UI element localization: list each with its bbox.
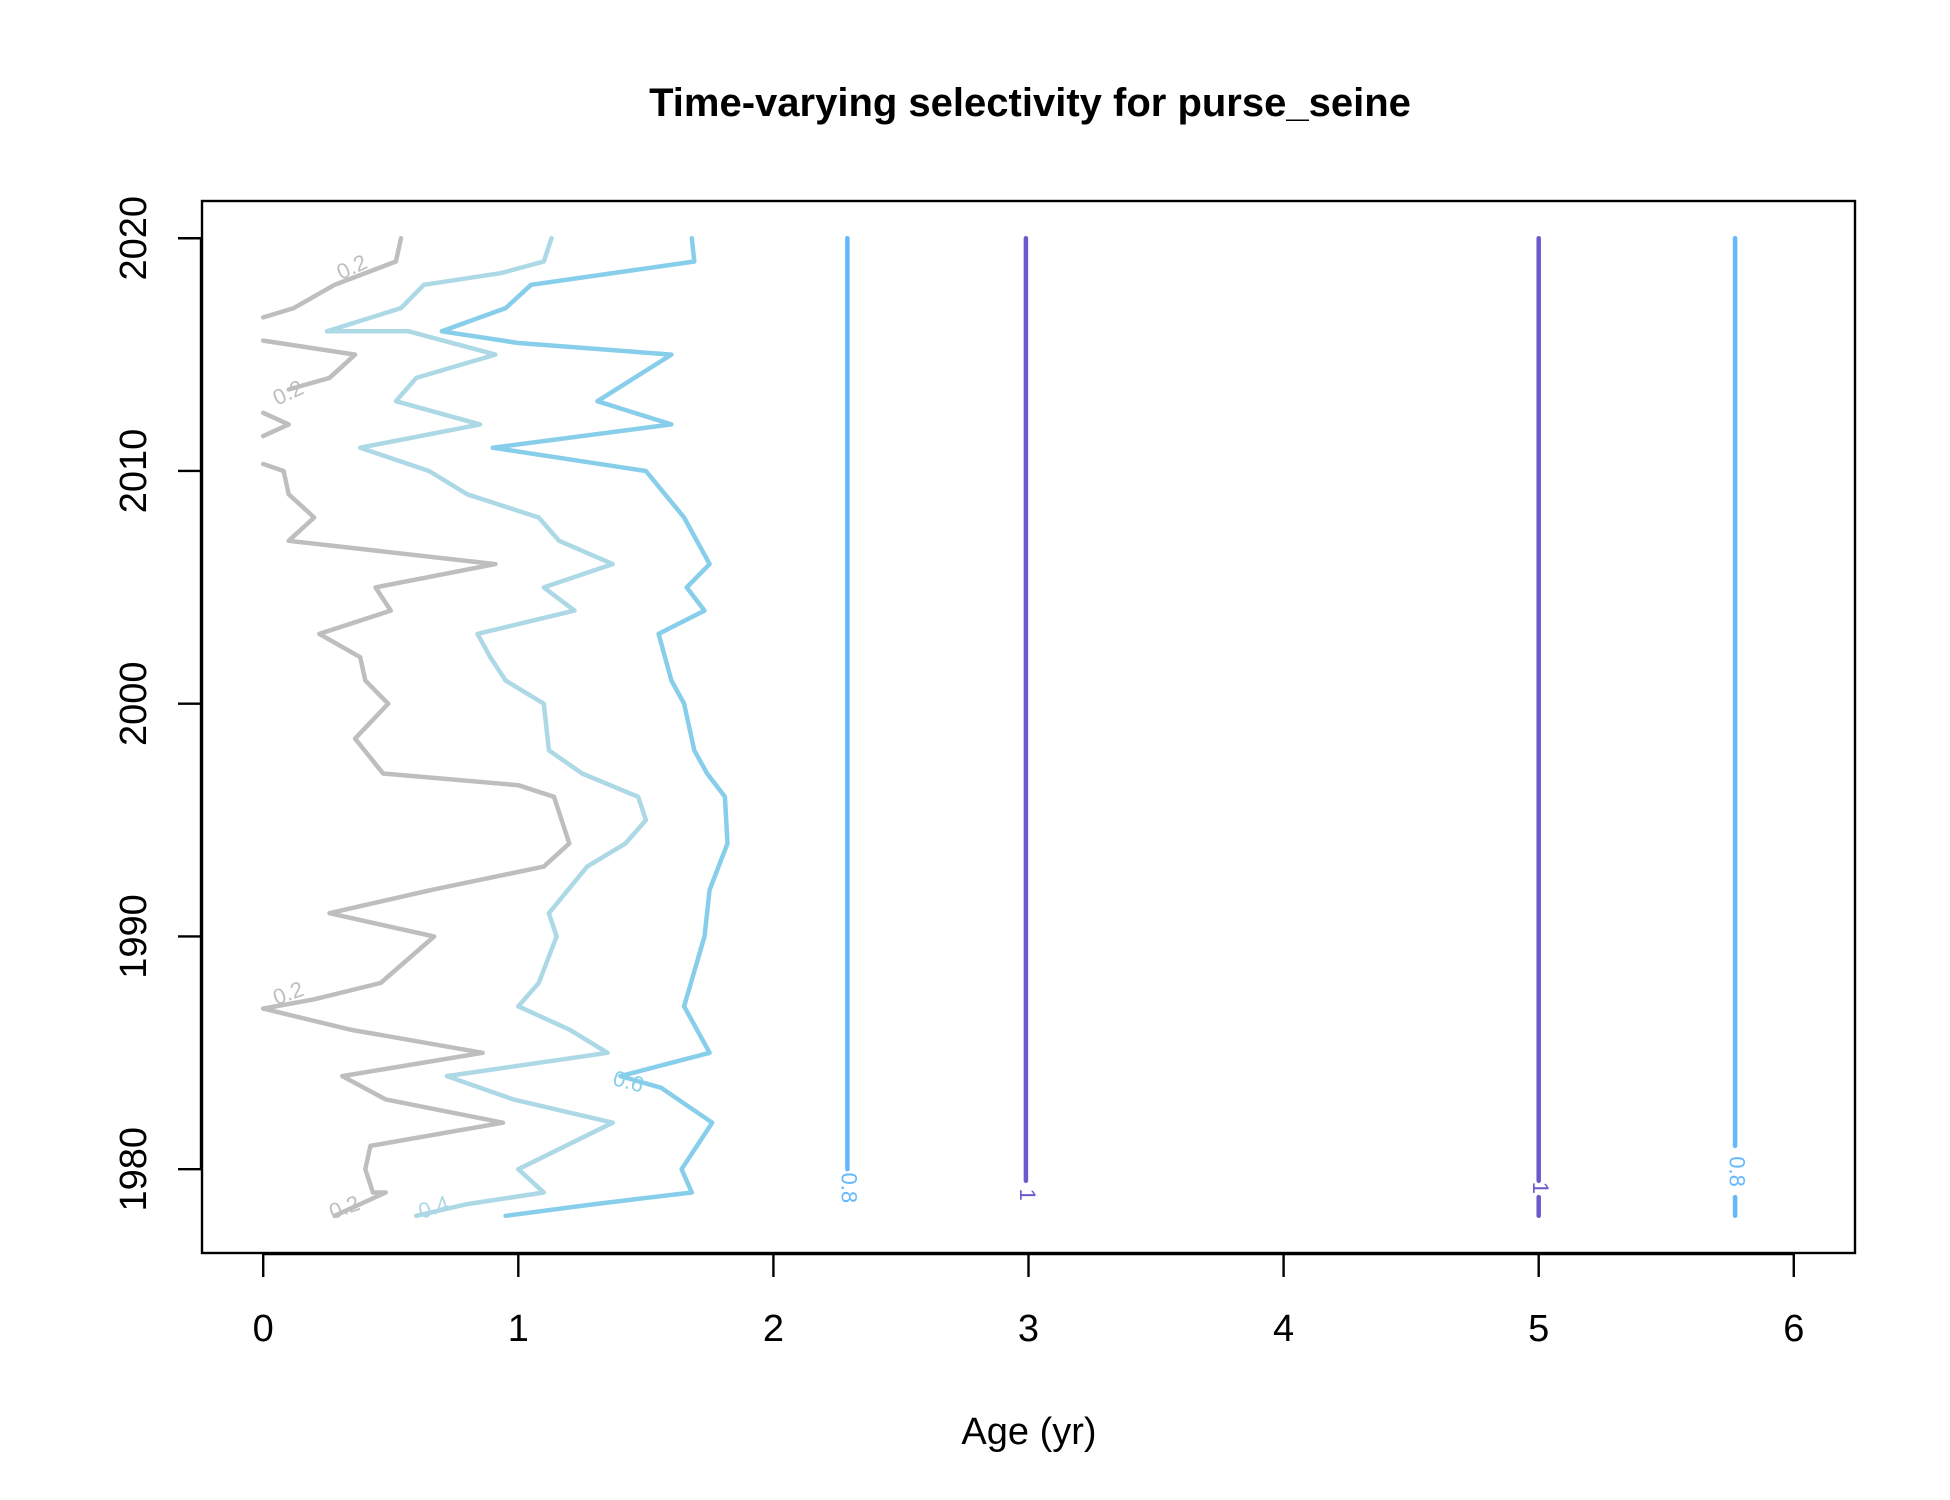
y-tick-label: 2010 — [113, 429, 155, 514]
y-tick-label: 1990 — [113, 894, 155, 979]
y-axis: 1980 1990 2000 2010 2020 — [113, 196, 203, 1212]
contour-line — [260, 338, 358, 392]
contour-label: 0.2 — [333, 249, 371, 285]
plot-frame — [200, 199, 1857, 1255]
contour-label: 1 — [1015, 1189, 1040, 1201]
y-tick-label: 2000 — [113, 661, 155, 746]
x-tick-label: 5 — [1528, 1308, 1549, 1350]
contour-line — [324, 235, 649, 1219]
x-tick-label: 2 — [763, 1308, 784, 1350]
contour-line — [260, 461, 572, 1011]
y-tick-label: 2020 — [113, 196, 155, 281]
x-tick-label: 6 — [1783, 1308, 1804, 1350]
x-tick-label: 1 — [508, 1308, 529, 1350]
x-tick-label: 4 — [1273, 1308, 1294, 1350]
contour-line — [260, 235, 404, 320]
x-tick-label: 0 — [253, 1308, 274, 1350]
contour-label: 0.4 — [415, 1191, 452, 1224]
contour-lines — [260, 235, 1738, 1219]
x-axis: 0 1 2 3 4 5 6 — [253, 1252, 1804, 1350]
contour-line — [260, 1006, 506, 1219]
chart-title: Time-varying selectivity for purse_seine — [649, 81, 1411, 125]
contour-label: 0.8 — [837, 1173, 862, 1204]
contour-labels: 0.20.20.20.2 0.40.60.8 110.8 — [269, 249, 1749, 1224]
x-axis-label: Age (yr) — [961, 1411, 1096, 1453]
contour-line — [260, 410, 291, 439]
contour-label: 0.8 — [1724, 1156, 1749, 1187]
contour-line — [439, 235, 730, 1219]
contour-label: 1 — [1528, 1182, 1553, 1194]
contour-label: 0.2 — [326, 1190, 363, 1224]
y-tick-label: 1980 — [113, 1127, 155, 1212]
contour-label: 0.2 — [269, 375, 307, 411]
x-tick-label: 3 — [1018, 1308, 1039, 1350]
